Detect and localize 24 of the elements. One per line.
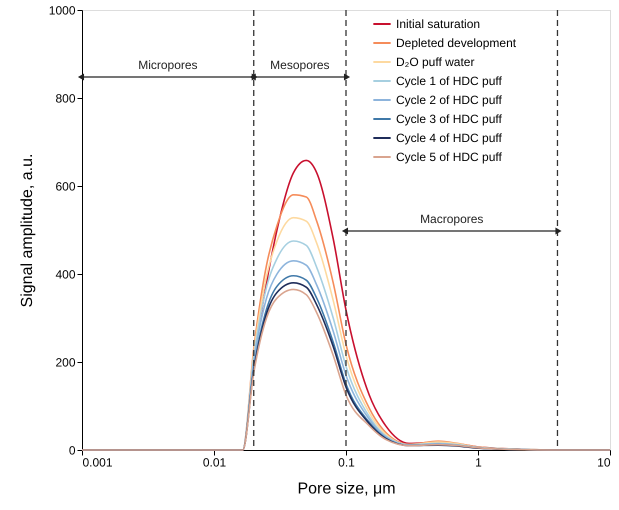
x-tick-label: 10 xyxy=(597,456,611,470)
y-tick-label: 600 xyxy=(55,180,76,194)
x-tick-label: 0.1 xyxy=(338,456,356,470)
legend-label: Cycle 1 of HDC puff xyxy=(396,74,502,88)
y-tick-label: 200 xyxy=(55,356,76,370)
y-tick-label: 800 xyxy=(55,92,76,106)
y-tick-label: 1000 xyxy=(48,4,76,18)
annotation: Mesopores xyxy=(270,58,330,72)
legend-label: Initial saturation xyxy=(396,17,480,31)
annotation: Macropores xyxy=(420,212,484,226)
legend-label: Cycle 4 of HDC puff xyxy=(396,131,502,145)
x-tick-label: 0.01 xyxy=(202,456,226,470)
annotation: Micropores xyxy=(138,58,198,72)
x-tick-label: 0.001 xyxy=(82,456,113,470)
y-tick-label: 0 xyxy=(68,444,76,458)
legend-label: D₂O puff water xyxy=(396,55,474,69)
x-axis-title: Pore size, μm xyxy=(297,480,396,498)
legend-label: Cycle 3 of HDC puff xyxy=(396,112,502,126)
y-axis-title: Signal amplitude, a.u. xyxy=(18,154,36,308)
legend-label: Cycle 5 of HDC puff xyxy=(396,150,502,164)
y-tick-label: 400 xyxy=(55,268,76,282)
legend-label: Cycle 2 of HDC puff xyxy=(396,93,502,107)
legend-label: Depleted development xyxy=(396,36,517,50)
x-tick-label: 1 xyxy=(475,456,482,470)
